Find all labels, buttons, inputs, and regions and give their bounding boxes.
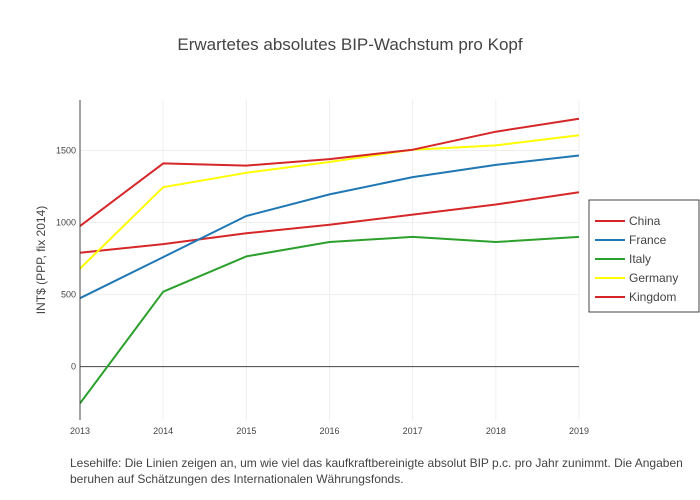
series-line-germany <box>79 134 580 270</box>
x-tick-label: 2019 <box>569 426 589 436</box>
x-tick-label: 2018 <box>486 426 506 436</box>
y-tick-label: 1500 <box>56 145 76 155</box>
legend-box <box>588 199 700 313</box>
legend-label-kingdom: Kingdom <box>629 290 676 304</box>
chart-title: Erwartetes absolutes BIP-Wachstum pro Ko… <box>177 35 522 54</box>
legend-label-germany: Germany <box>629 271 678 285</box>
y-tick-label: 500 <box>61 290 76 300</box>
series-line-kingdom <box>79 117 580 227</box>
tick-layer: 2013 2014 2015 2016 2017 2018 2019 0 500 1000 1500 <box>56 145 589 436</box>
grid-layer <box>79 100 580 420</box>
series-line-china <box>79 191 580 254</box>
legend-label-italy: Italy <box>629 252 651 266</box>
x-tick-label: 2016 <box>319 426 339 436</box>
reading-note-line-1: Lesehilfe: Die Linien zeigen an, um wie … <box>70 456 683 470</box>
x-tick-label: 2014 <box>153 426 173 436</box>
reading-note-line-2: beruhen auf Schätzungen des Internationa… <box>70 472 404 486</box>
series-line-france <box>79 154 580 300</box>
x-tick-label: 2013 <box>70 426 90 436</box>
y-axis-label: INT$ (PPP, fix 2014) <box>34 206 48 315</box>
y-tick-label: 1000 <box>56 218 76 228</box>
legend-items: China France Italy Germany Kingdom <box>595 214 678 304</box>
series-layer <box>79 117 580 404</box>
reading-note: Lesehilfe: Die Linien zeigen an, um wie … <box>70 455 700 487</box>
legend-label-france: France <box>629 233 667 247</box>
legend-label-china: China <box>629 214 661 228</box>
series-line-italy <box>79 235 580 404</box>
x-tick-label: 2017 <box>403 426 423 436</box>
legend[interactable]: China France Italy Germany Kingdom <box>588 199 700 313</box>
y-tick-label: 0 <box>71 362 76 372</box>
x-tick-label: 2015 <box>236 426 256 436</box>
